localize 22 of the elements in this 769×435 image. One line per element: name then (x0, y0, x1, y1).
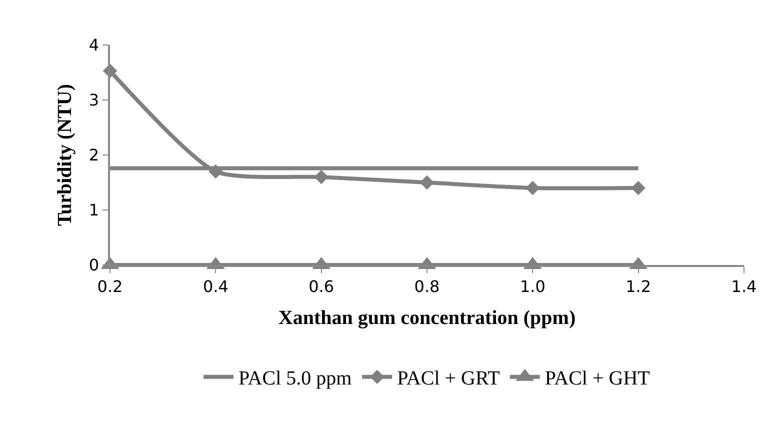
point (314, 170, 328, 184)
y-axis-title: Turbidity (NTU) (54, 84, 76, 226)
legend-label: PACl + GRT (397, 368, 500, 390)
x-tick-label: 0.2 (97, 276, 123, 296)
x-tick-label: 1.2 (626, 276, 652, 296)
point (420, 175, 434, 190)
x-tick-label: 0.4 (202, 276, 228, 296)
y-tick-label: 3 (88, 90, 100, 110)
x-tick-label: 1.4 (731, 276, 757, 296)
y-tick-label: 0 (88, 256, 100, 275)
point (526, 180, 540, 196)
point (631, 180, 646, 196)
point (208, 164, 223, 179)
y-tick-label: 1 (88, 200, 100, 220)
y-tick-label: 2 (88, 146, 100, 165)
y-tick-label: 4 (88, 36, 100, 55)
x-axis-title: Xanthan gum concentration (ppm) (278, 306, 576, 329)
legend-label: PACl 5.0 ppm (238, 368, 352, 390)
x-tick-label: 0.6 (308, 276, 334, 296)
legend-label: PACl + GHT (544, 368, 650, 390)
x-tick-label: 0.8 (414, 276, 440, 296)
x-tick-label: 1.0 (520, 276, 546, 296)
